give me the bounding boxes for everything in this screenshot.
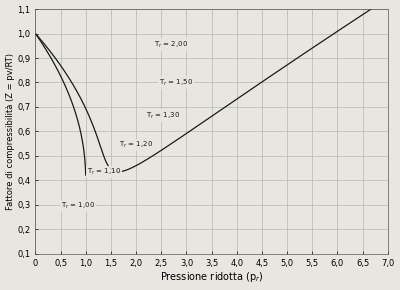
Y-axis label: Fattore di compressibilità (Z = pv/RT): Fattore di compressibilità (Z = pv/RT) [6,53,14,210]
Text: T$_r$ = 1,00: T$_r$ = 1,00 [61,201,95,211]
Text: T$_r$ = 2,00: T$_r$ = 2,00 [154,39,188,50]
Text: T$_r$ = 1,50: T$_r$ = 1,50 [159,77,193,88]
Text: T$_r$ = 1,20: T$_r$ = 1,20 [118,140,152,150]
Text: T$_r$ = 1,10: T$_r$ = 1,10 [87,167,121,177]
Text: T$_r$ = 1,30: T$_r$ = 1,30 [146,110,180,121]
X-axis label: Pressione ridotta (p$_r$): Pressione ridotta (p$_r$) [160,271,264,284]
